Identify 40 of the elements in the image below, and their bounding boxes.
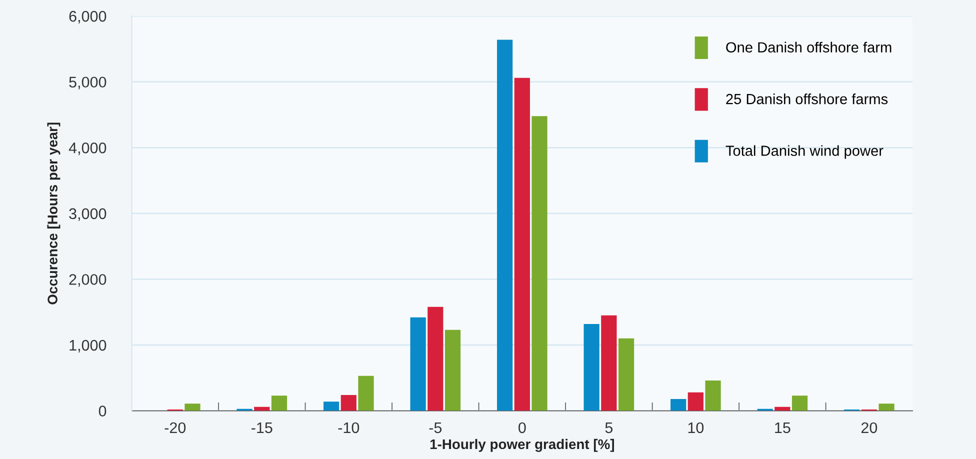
bar	[497, 40, 513, 411]
bar	[410, 317, 426, 411]
bar	[514, 78, 530, 411]
legend-label: 25 Danish offshore farms	[726, 94, 888, 104]
bar	[705, 380, 721, 411]
x-tick-label: -15	[252, 422, 272, 434]
bar	[358, 376, 374, 411]
legend-label: One Danish offshore farm	[726, 42, 892, 53]
x-tick-label: 10	[688, 422, 704, 434]
x-tick-label: 5	[605, 422, 613, 434]
bar	[601, 315, 617, 411]
x-tick-label: -10	[338, 422, 360, 434]
legend-label: Total Danish wind power	[726, 145, 884, 159]
x-tick-label: 15	[775, 422, 790, 434]
bar	[340, 395, 356, 411]
y-tick-label: 5,000	[69, 76, 106, 90]
y-tick-label: 2,000	[69, 274, 106, 287]
bar	[584, 324, 600, 411]
y-tick-label: 0	[98, 406, 106, 416]
x-tick-label: -5	[429, 422, 442, 434]
bar	[444, 330, 461, 411]
bar	[688, 392, 704, 411]
bar	[428, 306, 444, 411]
bar	[323, 402, 340, 411]
bar	[792, 396, 808, 411]
bar	[878, 404, 894, 411]
y-tick-label: 1,000	[70, 340, 106, 353]
bar	[184, 404, 200, 411]
y-tick-label: 4,000	[68, 142, 106, 156]
x-axis-title: 1-Hourly power gradient [%]	[430, 438, 614, 452]
x-tick-label: 20	[861, 422, 878, 434]
x-tick-label: 0	[518, 422, 526, 434]
bar	[618, 338, 634, 411]
x-tick-label: -20	[164, 422, 186, 434]
y-axis-title: Occurence [Hours per year]	[47, 122, 60, 304]
y-tick-label: 6,000	[69, 10, 106, 24]
y-tick-label: 3,000	[69, 208, 106, 221]
bar	[532, 116, 548, 411]
bar	[271, 396, 288, 411]
bar	[670, 398, 686, 411]
